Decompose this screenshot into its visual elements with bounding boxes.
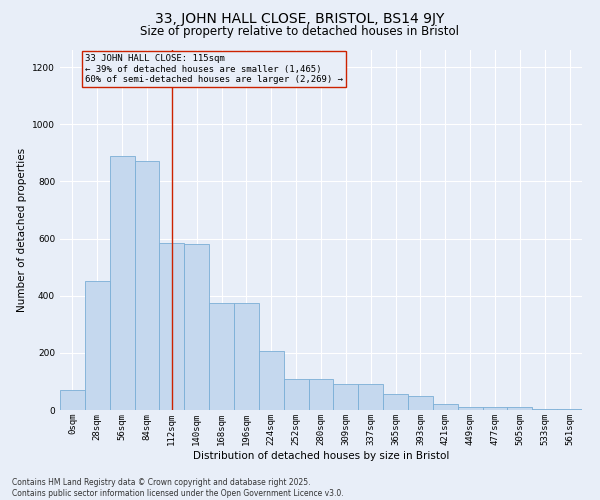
- Bar: [160, 243, 184, 410]
- Bar: [134, 162, 160, 410]
- Text: 33, JOHN HALL CLOSE, BRISTOL, BS14 9JY: 33, JOHN HALL CLOSE, BRISTOL, BS14 9JY: [155, 12, 445, 26]
- Bar: [532, 408, 557, 410]
- Text: Size of property relative to detached houses in Bristol: Size of property relative to detached ho…: [140, 25, 460, 38]
- Bar: [458, 407, 482, 410]
- Bar: [284, 378, 308, 410]
- Bar: [308, 378, 334, 410]
- Bar: [383, 394, 408, 410]
- Bar: [209, 303, 234, 410]
- Bar: [557, 408, 582, 410]
- Bar: [334, 384, 358, 410]
- Bar: [259, 352, 284, 410]
- Bar: [234, 303, 259, 410]
- Bar: [85, 282, 110, 410]
- Y-axis label: Number of detached properties: Number of detached properties: [17, 148, 26, 312]
- Bar: [184, 244, 209, 410]
- Text: 33 JOHN HALL CLOSE: 115sqm
← 39% of detached houses are smaller (1,465)
60% of s: 33 JOHN HALL CLOSE: 115sqm ← 39% of deta…: [85, 54, 343, 84]
- Bar: [358, 384, 383, 410]
- Bar: [508, 407, 532, 410]
- Bar: [433, 404, 458, 410]
- Bar: [482, 406, 508, 410]
- X-axis label: Distribution of detached houses by size in Bristol: Distribution of detached houses by size …: [193, 450, 449, 460]
- Bar: [60, 390, 85, 410]
- Text: Contains HM Land Registry data © Crown copyright and database right 2025.
Contai: Contains HM Land Registry data © Crown c…: [12, 478, 344, 498]
- Bar: [408, 396, 433, 410]
- Bar: [110, 156, 134, 410]
